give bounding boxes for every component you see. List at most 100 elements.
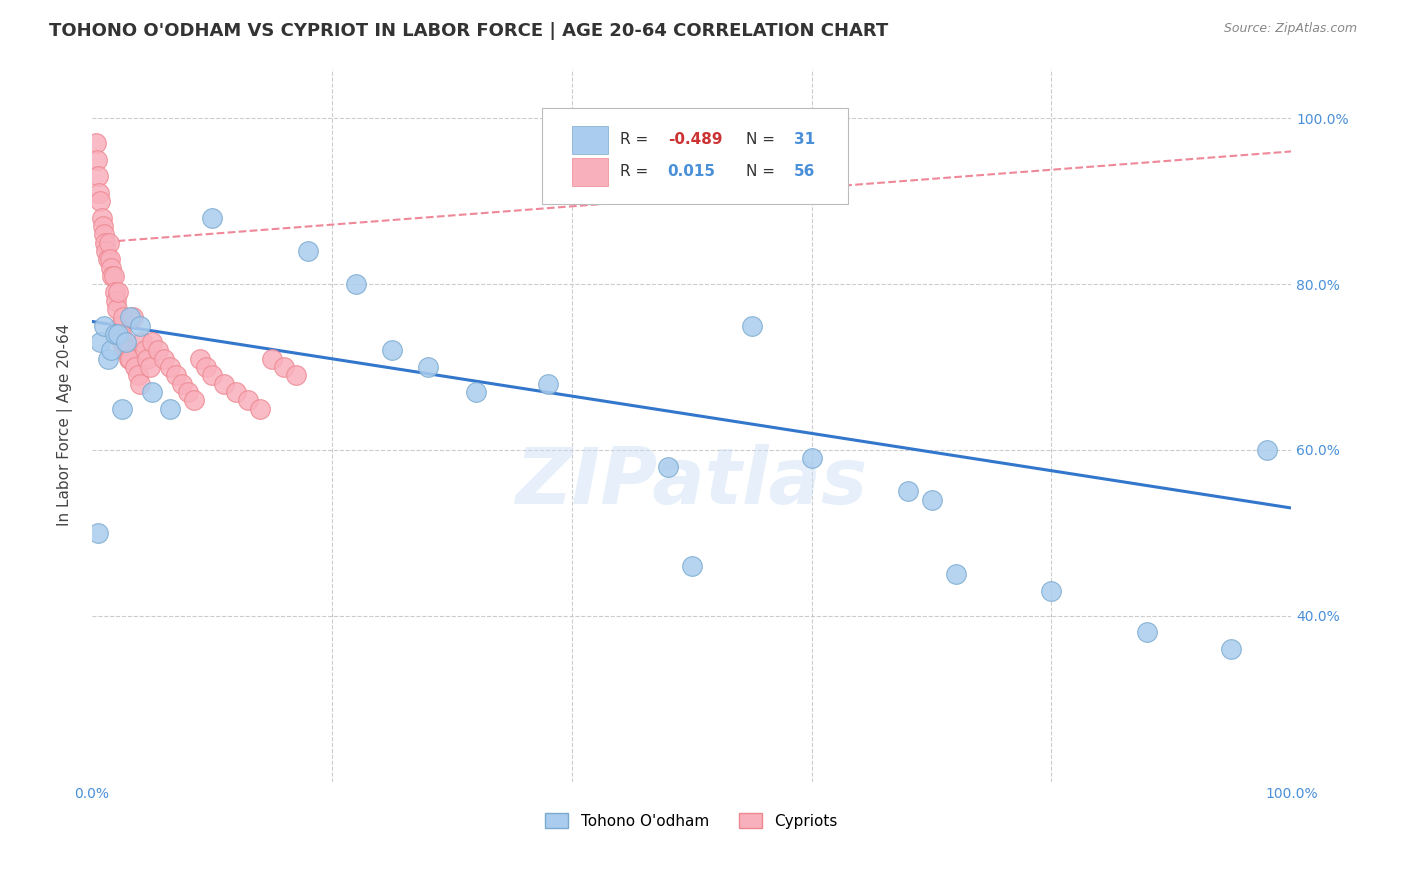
Point xyxy=(97,235,120,250)
Point xyxy=(100,260,122,275)
Point xyxy=(657,459,679,474)
Point xyxy=(381,343,404,358)
Legend: Tohono O'odham, Cypriots: Tohono O'odham, Cypriots xyxy=(540,806,844,835)
Point xyxy=(98,252,121,267)
Point xyxy=(124,359,146,374)
Point xyxy=(146,343,169,358)
Point xyxy=(225,384,247,399)
Point xyxy=(136,351,159,366)
Point xyxy=(297,244,319,258)
Point xyxy=(117,343,139,358)
Point xyxy=(114,335,136,350)
Point xyxy=(131,335,153,350)
Point xyxy=(127,368,149,383)
Point xyxy=(273,359,295,374)
Point xyxy=(104,293,127,308)
Point xyxy=(159,401,181,416)
FancyBboxPatch shape xyxy=(541,108,848,204)
Point xyxy=(121,310,143,325)
Point xyxy=(681,559,703,574)
Point xyxy=(896,484,918,499)
Point xyxy=(1256,442,1278,457)
Point xyxy=(107,285,129,300)
Point xyxy=(800,451,823,466)
Point xyxy=(201,211,224,225)
Point xyxy=(129,318,152,333)
Text: 0.015: 0.015 xyxy=(668,164,716,179)
Point xyxy=(416,359,439,374)
Point xyxy=(89,194,111,209)
Point xyxy=(84,136,107,150)
Point xyxy=(177,384,200,399)
Point xyxy=(129,376,152,391)
Bar xyxy=(572,126,607,154)
Point xyxy=(159,359,181,374)
Text: R =: R = xyxy=(620,132,652,147)
Point xyxy=(112,310,135,325)
Text: TOHONO O'ODHAM VS CYPRIOT IN LABOR FORCE | AGE 20-64 CORRELATION CHART: TOHONO O'ODHAM VS CYPRIOT IN LABOR FORCE… xyxy=(49,22,889,40)
Point xyxy=(112,343,135,358)
Point xyxy=(201,368,224,383)
Point xyxy=(212,376,235,391)
Point xyxy=(141,384,163,399)
Point xyxy=(86,153,108,167)
Point xyxy=(165,368,187,383)
Point xyxy=(921,492,943,507)
Point xyxy=(104,326,127,341)
Point xyxy=(153,351,176,366)
Bar xyxy=(572,158,607,186)
Text: -0.489: -0.489 xyxy=(668,132,723,147)
Point xyxy=(120,310,142,325)
Point xyxy=(183,393,205,408)
Point xyxy=(104,285,127,300)
Point xyxy=(120,351,142,366)
Point xyxy=(114,335,136,350)
Point xyxy=(107,326,129,341)
Point xyxy=(236,393,259,408)
Point xyxy=(89,186,111,200)
Point xyxy=(260,351,283,366)
Point xyxy=(118,351,141,366)
Text: R =: R = xyxy=(620,164,652,179)
Point xyxy=(945,567,967,582)
Point xyxy=(90,211,112,225)
Point xyxy=(1220,642,1243,657)
Point xyxy=(100,343,122,358)
Point xyxy=(134,343,156,358)
Point xyxy=(141,335,163,350)
Point xyxy=(249,401,271,416)
Point xyxy=(194,359,217,374)
Point xyxy=(138,359,160,374)
Point xyxy=(1040,583,1063,598)
Point xyxy=(110,326,132,341)
Text: N =: N = xyxy=(745,164,779,179)
Point xyxy=(87,525,110,540)
Point xyxy=(464,384,486,399)
Point xyxy=(111,401,134,416)
Point xyxy=(115,343,138,358)
Point xyxy=(284,368,307,383)
Point xyxy=(91,219,114,233)
Text: 56: 56 xyxy=(793,164,815,179)
Text: Source: ZipAtlas.com: Source: ZipAtlas.com xyxy=(1223,22,1357,36)
Point xyxy=(1136,625,1159,640)
Point xyxy=(105,301,128,316)
Point xyxy=(87,169,110,184)
Y-axis label: In Labor Force | Age 20-64: In Labor Force | Age 20-64 xyxy=(58,324,73,526)
Point xyxy=(96,252,118,267)
Point xyxy=(170,376,193,391)
Point xyxy=(537,376,560,391)
Point xyxy=(96,351,118,366)
Point xyxy=(93,318,115,333)
Point xyxy=(93,227,115,242)
Point xyxy=(344,277,367,292)
Text: ZIPatlas: ZIPatlas xyxy=(516,444,868,520)
Point xyxy=(94,235,117,250)
Point xyxy=(96,244,118,258)
Point xyxy=(103,268,125,283)
Text: N =: N = xyxy=(745,132,779,147)
Point xyxy=(101,268,124,283)
Point xyxy=(111,335,134,350)
Text: 31: 31 xyxy=(793,132,814,147)
Point xyxy=(89,335,111,350)
